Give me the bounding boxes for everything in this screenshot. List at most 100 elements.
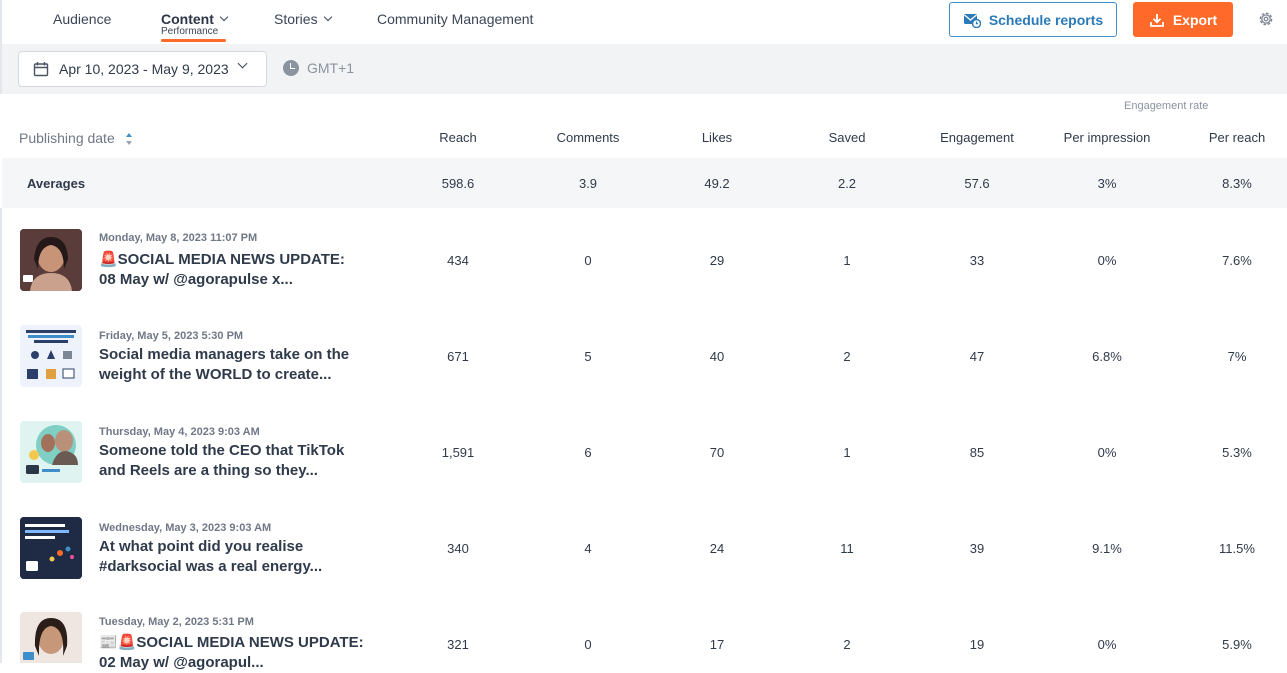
row-saved: 11 (840, 541, 854, 556)
nav-content[interactable]: Content (161, 11, 229, 27)
row-per-impression: 0% (1097, 253, 1117, 268)
row-reach: 340 (447, 541, 469, 556)
post-title-line: weight of the WORLD to create... (99, 366, 332, 383)
row-likes: 29 (709, 253, 725, 268)
post-title[interactable]: Someone told the CEO that TikTok and Ree… (99, 441, 389, 481)
post-thumbnail[interactable] (20, 325, 82, 387)
avg-comments: 3.9 (578, 176, 598, 191)
post-thumbnail[interactable] (20, 517, 82, 579)
post-title-line: Social media managers take on the (99, 346, 350, 363)
row-likes: 24 (709, 541, 725, 556)
post-title[interactable]: Social media managers take on the weight… (99, 345, 389, 385)
row-per-impression: 0% (1097, 445, 1117, 460)
schedule-reports-label: Schedule reports (988, 11, 1104, 28)
post-title-line: 📰🚨SOCIAL MEDIA NEWS UPDATE: (99, 634, 364, 651)
row-reach: 1,591 (441, 445, 475, 460)
row-likes: 17 (709, 637, 725, 652)
row-per-impression: 9.1% (1092, 541, 1122, 556)
row-comments: 6 (584, 445, 592, 460)
nav-community-management[interactable]: Community Management (377, 11, 533, 27)
header-comments[interactable]: Comments (556, 130, 620, 145)
row-comments: 0 (584, 637, 592, 652)
post-title[interactable]: 🚨SOCIAL MEDIA NEWS UPDATE: 08 May w/ @ag… (99, 250, 389, 290)
post-date: Wednesday, May 3, 2023 9:03 AM (99, 522, 272, 534)
header-per-reach[interactable]: Per reach (1208, 130, 1266, 145)
row-comments: 4 (584, 541, 592, 556)
date-range-picker[interactable]: Apr 10, 2023 - May 9, 2023 (18, 51, 267, 87)
top-nav: Audience Content Performance Stories Com… (0, 0, 1287, 44)
row-reach: 671 (447, 349, 469, 364)
chevron-down-icon (237, 58, 248, 69)
row-per-reach: 5.9% (1222, 637, 1252, 652)
post-date: Monday, May 8, 2023 11:07 PM (99, 232, 258, 244)
header-publishing-date-label: Publishing date (19, 130, 115, 146)
row-per-reach: 7% (1227, 349, 1247, 364)
row-per-reach: 11.5% (1219, 541, 1255, 556)
post-date: Thursday, May 4, 2023 9:03 AM (99, 426, 260, 438)
avg-per-impression: 3% (1097, 176, 1117, 191)
post-title[interactable]: At what point did you realise #darksocia… (99, 537, 389, 577)
left-border (0, 208, 2, 663)
chevron-down-icon (323, 12, 332, 22)
post-title-line: 02 May w/ @agorapul... (99, 654, 264, 671)
header-publishing-date[interactable]: Publishing date (19, 130, 133, 146)
row-engagement: 47 (969, 349, 985, 364)
header-engagement[interactable]: Engagement (940, 130, 1014, 145)
row-reach: 434 (447, 253, 469, 268)
row-saved: 2 (843, 637, 851, 652)
post-title-line: and Reels are a thing so they... (99, 462, 318, 479)
row-saved: 1 (843, 253, 851, 268)
export-button[interactable]: Export (1133, 2, 1233, 37)
download-icon (1149, 13, 1164, 27)
row-reach: 321 (447, 637, 469, 652)
post-date: Tuesday, May 2, 2023 5:31 PM (99, 616, 254, 628)
nav-audience[interactable]: Audience (53, 11, 111, 27)
row-per-impression: 0% (1097, 637, 1117, 652)
avg-likes: 49.2 (704, 176, 730, 191)
engagement-rate-group-label: Engagement rate (1124, 100, 1209, 112)
row-engagement: 85 (969, 445, 985, 460)
chevron-down-icon (219, 12, 229, 22)
row-per-reach: 7.6% (1222, 253, 1252, 268)
sort-icon[interactable] (125, 132, 133, 146)
post-thumbnail[interactable] (20, 229, 82, 291)
post-thumbnail[interactable] (20, 421, 82, 483)
schedule-mail-icon (963, 13, 981, 28)
timezone-value: GMT+1 (307, 60, 355, 76)
averages-label: Averages (27, 176, 86, 191)
row-engagement: 19 (969, 637, 985, 652)
gear-icon[interactable] (1257, 10, 1275, 28)
row-saved: 2 (843, 349, 851, 364)
row-comments: 0 (584, 253, 592, 268)
nav-content-label: Content (161, 11, 214, 27)
averages-row (2, 158, 1287, 208)
row-comments: 5 (584, 349, 592, 364)
post-title-line: 08 May w/ @agorapulse x... (99, 271, 293, 288)
row-saved: 1 (843, 445, 851, 460)
row-engagement: 39 (969, 541, 985, 556)
schedule-reports-button[interactable]: Schedule reports (949, 2, 1117, 37)
header-saved[interactable]: Saved (828, 130, 866, 145)
post-title-line: 🚨SOCIAL MEDIA NEWS UPDATE: (99, 251, 345, 268)
active-tab-indicator (161, 39, 226, 42)
nav-audience-label: Audience (53, 11, 112, 27)
post-thumbnail[interactable] (20, 612, 82, 663)
nav-content-sublabel: Performance (161, 26, 219, 37)
post-date: Friday, May 5, 2023 5:30 PM (99, 330, 244, 342)
post-title-line: #darksocial was a real energy... (99, 558, 323, 575)
nav-stories[interactable]: Stories (274, 11, 332, 27)
row-engagement: 33 (969, 253, 985, 268)
clock-icon (283, 60, 299, 76)
post-title[interactable]: 📰🚨SOCIAL MEDIA NEWS UPDATE: 02 May w/ @a… (99, 633, 389, 673)
avg-reach: 598.6 (441, 176, 475, 191)
post-title-line: Someone told the CEO that TikTok (99, 442, 345, 459)
avg-saved: 2.2 (837, 176, 857, 191)
header-per-impression[interactable]: Per impression (1063, 130, 1151, 145)
avg-per-reach: 8.3% (1222, 176, 1252, 191)
header-likes[interactable]: Likes (701, 130, 733, 145)
header-reach[interactable]: Reach (439, 130, 477, 145)
filter-bar: Apr 10, 2023 - May 9, 2023 GMT+1 (0, 44, 1287, 94)
nav-stories-label: Stories (274, 11, 318, 27)
nav-community-label: Community Management (377, 11, 534, 27)
row-likes: 70 (709, 445, 725, 460)
